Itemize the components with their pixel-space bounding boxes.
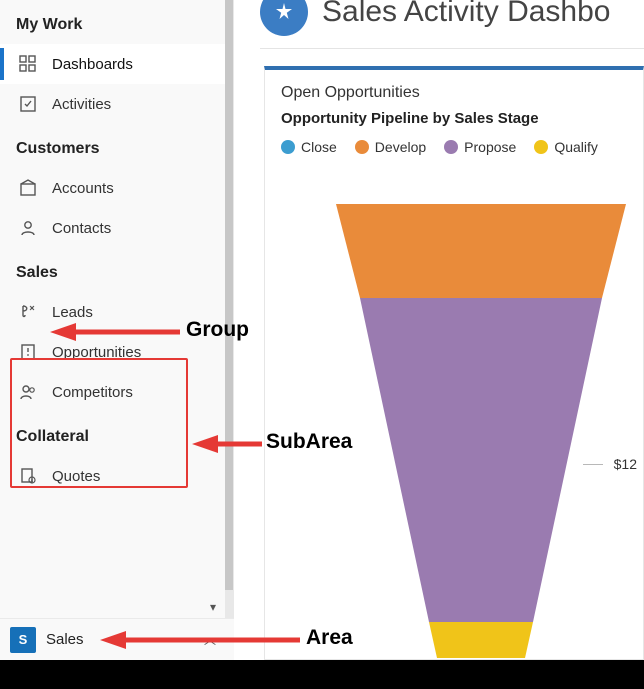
- scrollbar-thumb[interactable]: [225, 0, 233, 590]
- header-icon: [260, 0, 308, 36]
- open-opportunities-card: Open Opportunities Opportunity Pipeline …: [264, 66, 644, 660]
- sidebar-item-label: Contacts: [52, 220, 111, 237]
- legend-label: Close: [301, 139, 337, 155]
- legend-develop: Develop: [355, 139, 426, 155]
- accounts-icon: [18, 178, 38, 198]
- swatch-qualify-icon: [534, 140, 548, 154]
- sidebar-scrollbar[interactable]: [225, 0, 233, 620]
- page-title: Sales Activity Dashbo: [322, 0, 610, 29]
- sidebar-item-accounts[interactable]: Accounts: [0, 168, 233, 208]
- group-sales: Sales: [0, 248, 233, 292]
- header-divider: [260, 48, 644, 49]
- swatch-close-icon: [281, 140, 295, 154]
- group-my-work: My Work: [0, 0, 233, 44]
- sidebar-item-dashboards[interactable]: Dashboards: [0, 44, 233, 84]
- arrow-subarea: [192, 432, 262, 456]
- scroll-down-icon[interactable]: ▾: [210, 600, 216, 614]
- legend-label: Develop: [375, 139, 426, 155]
- annotation-highlight-box: [10, 358, 188, 488]
- legend-label: Propose: [464, 139, 516, 155]
- legend-label: Qualify: [554, 139, 598, 155]
- leads-icon: [18, 302, 38, 322]
- sidebar-item-label: Accounts: [52, 180, 114, 197]
- card-title: Open Opportunities: [265, 70, 643, 110]
- value-tick: [583, 464, 603, 465]
- sidebar-item-label: Activities: [52, 96, 111, 113]
- swatch-develop-icon: [355, 140, 369, 154]
- area-badge: S: [10, 627, 36, 653]
- legend-qualify: Qualify: [534, 139, 598, 155]
- bottom-bar: [0, 660, 644, 689]
- sidebar-item-label: Leads: [52, 304, 93, 321]
- swatch-propose-icon: [444, 140, 458, 154]
- chart-legend: Close Develop Propose Qualify: [265, 139, 643, 155]
- activities-icon: [18, 94, 38, 114]
- sidebar-item-label: Dashboards: [52, 56, 133, 73]
- page-header: Sales Activity Dashbo: [260, 0, 610, 36]
- sidebar-item-contacts[interactable]: Contacts: [0, 208, 233, 248]
- chart-title: Opportunity Pipeline by Sales Stage: [265, 110, 643, 139]
- value-label: $12: [614, 456, 637, 472]
- legend-close: Close: [281, 139, 337, 155]
- annotation-subarea-label: SubArea: [266, 430, 352, 454]
- annotation-group-label: Group: [186, 318, 249, 342]
- area-label: Sales: [46, 631, 84, 648]
- funnel-chart: [331, 204, 631, 658]
- annotation-area-label: Area: [306, 626, 353, 650]
- legend-propose: Propose: [444, 139, 516, 155]
- sidebar-item-activities[interactable]: Activities: [0, 84, 233, 124]
- dashboards-icon: [18, 54, 38, 74]
- arrow-area: [100, 628, 300, 652]
- group-customers: Customers: [0, 124, 233, 168]
- contacts-icon: [18, 218, 38, 238]
- arrow-group: [50, 320, 180, 344]
